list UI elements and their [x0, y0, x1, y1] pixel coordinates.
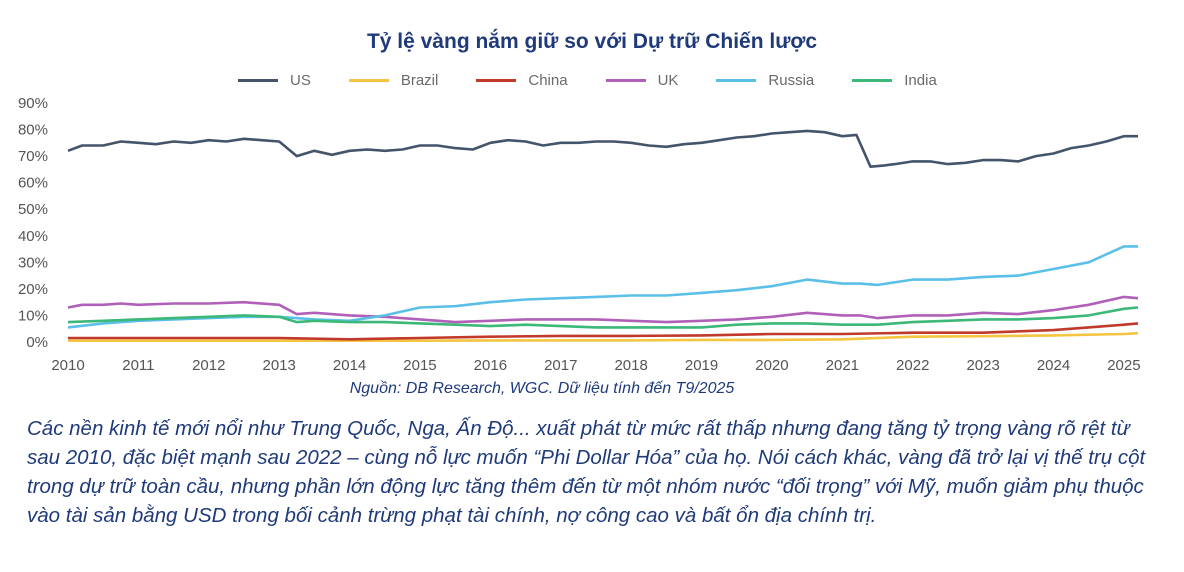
legend-label: US: [290, 71, 311, 89]
y-tick-label: 60%: [18, 175, 48, 192]
chart-legend: US Brazil China UK Russia India: [238, 70, 975, 90]
legend-swatch: [852, 78, 893, 82]
y-tick-label: 50%: [18, 201, 48, 218]
legend-item-uk: UK: [605, 71, 679, 89]
series-line-uk: [67, 295, 1139, 324]
x-tick-label: 2020: [755, 357, 788, 374]
y-tick-label: 20%: [18, 281, 48, 298]
x-tick-label: 2016: [474, 357, 507, 374]
y-tick-label: 90%: [18, 95, 48, 112]
x-tick-label: 2023: [966, 357, 999, 374]
legend-item-brazil: Brazil: [348, 71, 439, 89]
x-tick-label: 2019: [685, 357, 718, 374]
legend-item-india: India: [852, 72, 937, 89]
y-tick-label: 30%: [18, 254, 48, 271]
legend-item-russia: Russia: [716, 72, 814, 89]
legend-label: Brazil: [400, 71, 439, 89]
caption-paragraph: Các nền kinh tế mới nổi như Trung Quốc, …: [27, 417, 1146, 527]
series-line-us: [67, 129, 1138, 168]
legend-item-china: China: [476, 71, 568, 89]
legend-label: India: [904, 71, 937, 89]
source-note: Nguồn: DB Research, WGC. Dữ liệu tính đế…: [349, 380, 735, 397]
legend-label: China: [528, 71, 568, 89]
x-tick-label: 2024: [1037, 357, 1070, 374]
legend-swatch: [716, 78, 757, 82]
y-tick-label: 0%: [26, 334, 48, 351]
y-tick-label: 80%: [18, 122, 48, 139]
x-tick-label: 2011: [122, 357, 154, 374]
x-tick-label: 2014: [333, 357, 366, 374]
series-line-india: [67, 306, 1139, 329]
legend-swatch: [348, 78, 389, 82]
legend-label: Russia: [768, 71, 815, 89]
series-line-brazil: [68, 331, 1139, 342]
series-line-china: [68, 322, 1139, 341]
y-tick-label: 40%: [18, 228, 48, 245]
y-tick-label: 70%: [18, 148, 48, 165]
y-tick-label: 10%: [18, 307, 48, 324]
x-tick-label: 2010: [51, 357, 84, 374]
x-tick-label: 2012: [192, 357, 225, 374]
legend-swatch: [605, 78, 646, 82]
legend-label: UK: [657, 71, 679, 89]
x-tick-label: 2022: [896, 357, 929, 374]
x-tick-label: 2025: [1107, 357, 1140, 374]
legend-item-us: US: [238, 72, 311, 89]
x-tick-label: 2021: [826, 357, 859, 374]
x-tick-label: 2017: [544, 357, 577, 374]
x-tick-label: 2018: [614, 357, 647, 374]
legend-swatch: [476, 78, 517, 82]
line-chart: 0% 10% 20% 30% 40% 50% 60% 70% 80% 90% 2010 2011 201…: [18, 95, 1141, 374]
legend-swatch: [238, 78, 278, 82]
chart-title: Tỷ lệ vàng nắm giữ so với Dự trữ Chiến l…: [366, 30, 818, 53]
x-tick-label: 2015: [403, 357, 436, 374]
x-tick-label: 2013: [262, 357, 295, 374]
